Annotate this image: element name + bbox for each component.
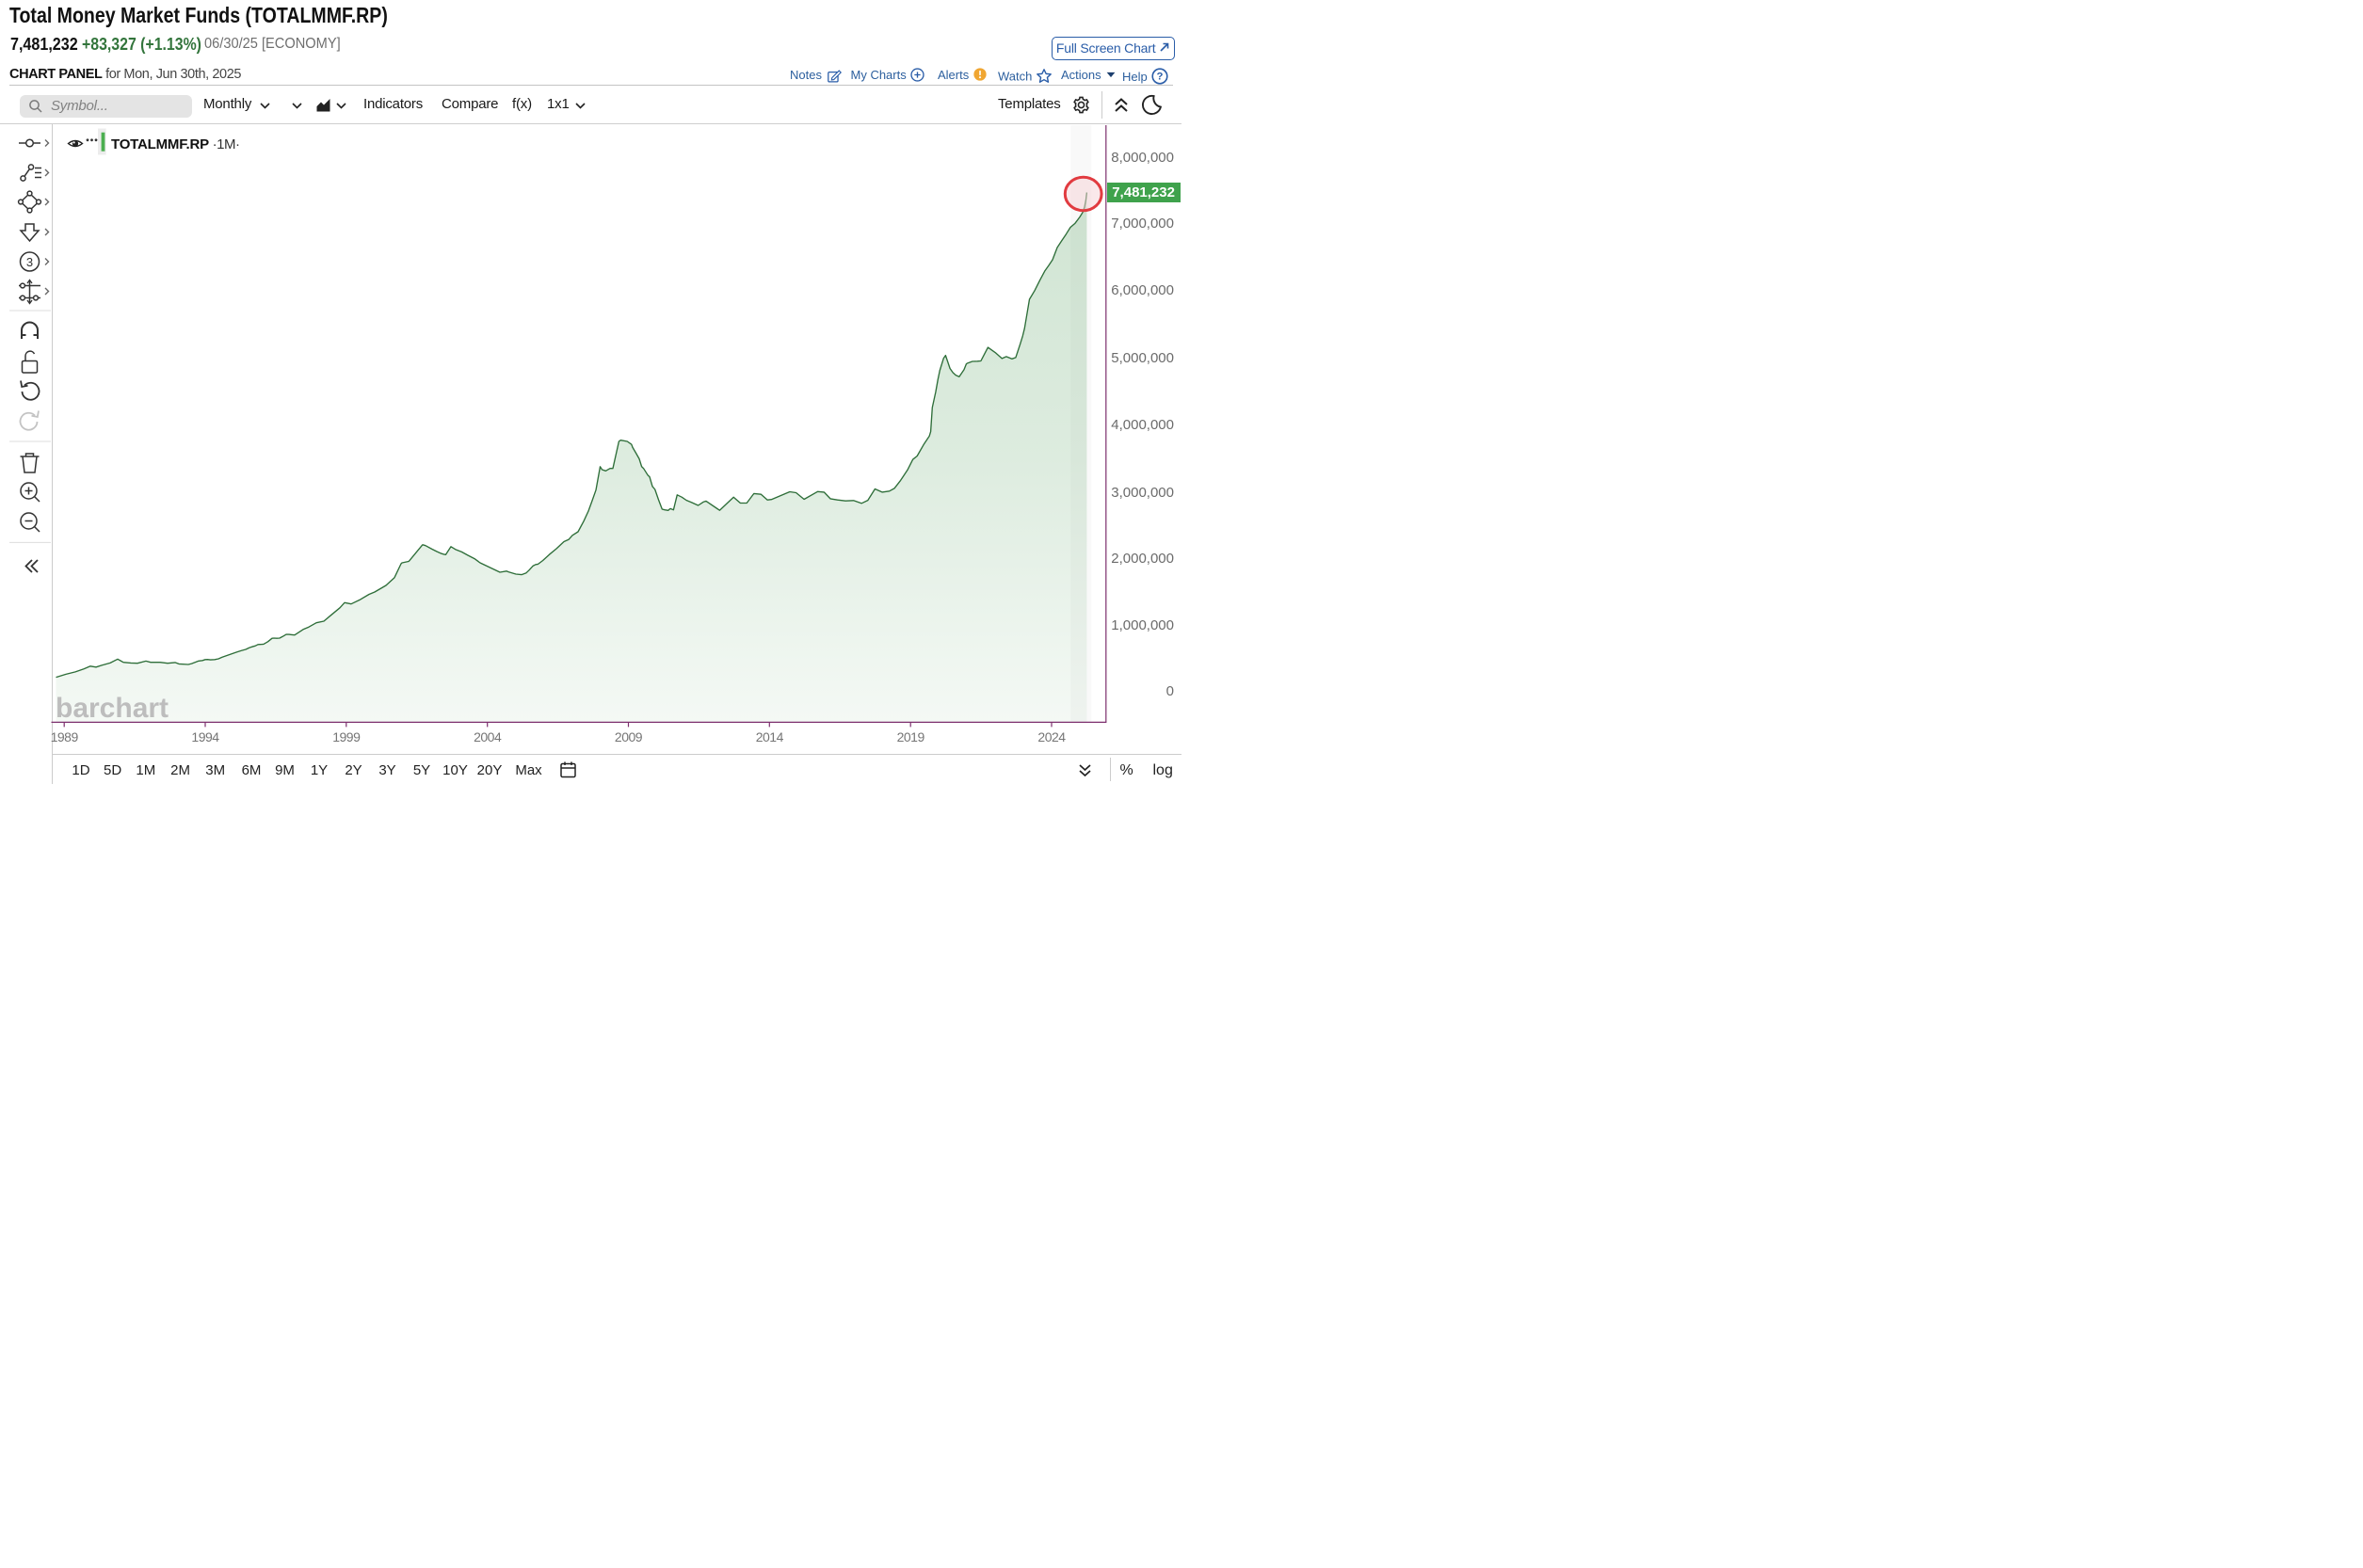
svg-text:3: 3 xyxy=(26,255,33,269)
svg-text:barchart: barchart xyxy=(56,693,169,724)
svg-text:?: ? xyxy=(1157,71,1164,82)
